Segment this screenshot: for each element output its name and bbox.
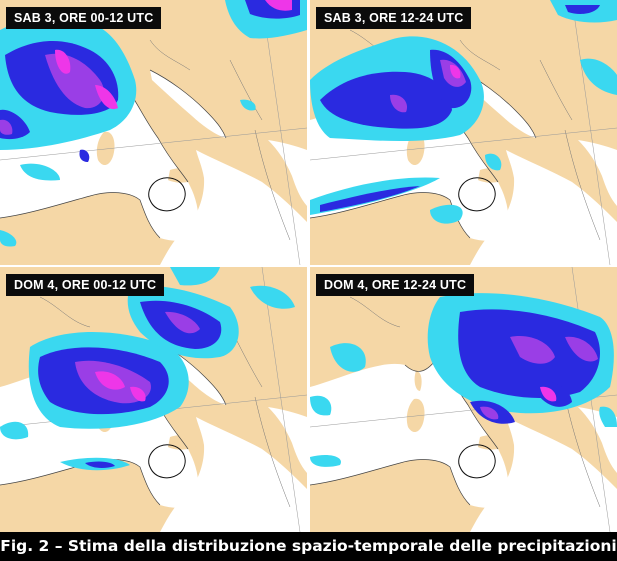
- map-panel-sab3-12-24: SAB 3, ORE 12-24 UTC: [310, 0, 617, 265]
- panel-label: SAB 3, ORE 00-12 UTC: [6, 7, 162, 29]
- panel-label: DOM 4, ORE 12-24 UTC: [316, 274, 475, 296]
- map-panel-dom4-12-24: DOM 4, ORE 12-24 UTC: [310, 267, 617, 532]
- precipitation-field: [310, 0, 617, 224]
- precipitation-field: [0, 0, 307, 247]
- figure-caption: Fig. 2 – Stima della distribuzione spazi…: [0, 532, 617, 561]
- precipitation-field: [310, 293, 617, 467]
- precipitation-map: [310, 0, 617, 265]
- map-panel-dom4-00-12: DOM 4, ORE 00-12 UTC: [0, 267, 307, 532]
- precipitation-map: [0, 267, 307, 532]
- map-panel-sab3-00-12: SAB 3, ORE 00-12 UTC: [0, 0, 307, 265]
- map-grid: SAB 3, ORE 00-12 UTC SAB 3, ORE 12-24: [0, 0, 617, 532]
- panel-label: DOM 4, ORE 00-12 UTC: [6, 274, 165, 296]
- precipitation-map: [310, 267, 617, 532]
- panel-label: SAB 3, ORE 12-24 UTC: [316, 7, 472, 29]
- precipitation-field: [0, 267, 295, 471]
- precipitation-map: [0, 0, 307, 265]
